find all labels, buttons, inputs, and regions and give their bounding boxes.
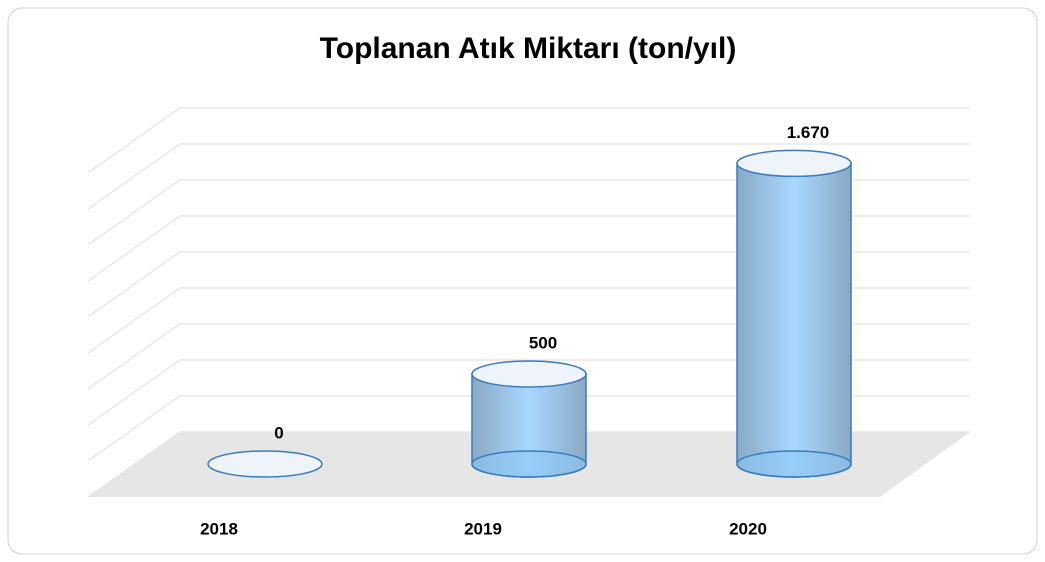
grid-line (87, 431, 970, 498)
grid-line (87, 179, 970, 246)
chart-title: Toplanan Atık Miktarı (ton/yıl) (320, 32, 737, 65)
grid-line (87, 215, 970, 282)
data-label: 500 (529, 333, 557, 352)
cylinder-base-fill (471, 450, 587, 478)
x-tick-label: 2019 (464, 519, 502, 538)
grid-line (87, 107, 970, 174)
grid-line (87, 251, 970, 318)
data-label: 1.670 (787, 123, 830, 142)
grid-line (87, 287, 970, 354)
cylinder-body (736, 162, 852, 478)
data-label: 0 (274, 423, 283, 442)
x-tick-label: 2018 (200, 519, 238, 538)
cylinder-top (471, 360, 587, 388)
grid-line (87, 143, 970, 210)
cylinder (736, 149, 852, 478)
grid-line (87, 323, 970, 390)
grid-line (87, 359, 970, 426)
cylinder-base-fill (736, 450, 852, 478)
grid-line (87, 395, 970, 462)
cylinder (207, 450, 323, 478)
x-tick-label: 2020 (729, 519, 767, 538)
cylinder (471, 360, 587, 478)
cylinder-top (736, 149, 852, 178)
cylinder-top (207, 450, 323, 478)
